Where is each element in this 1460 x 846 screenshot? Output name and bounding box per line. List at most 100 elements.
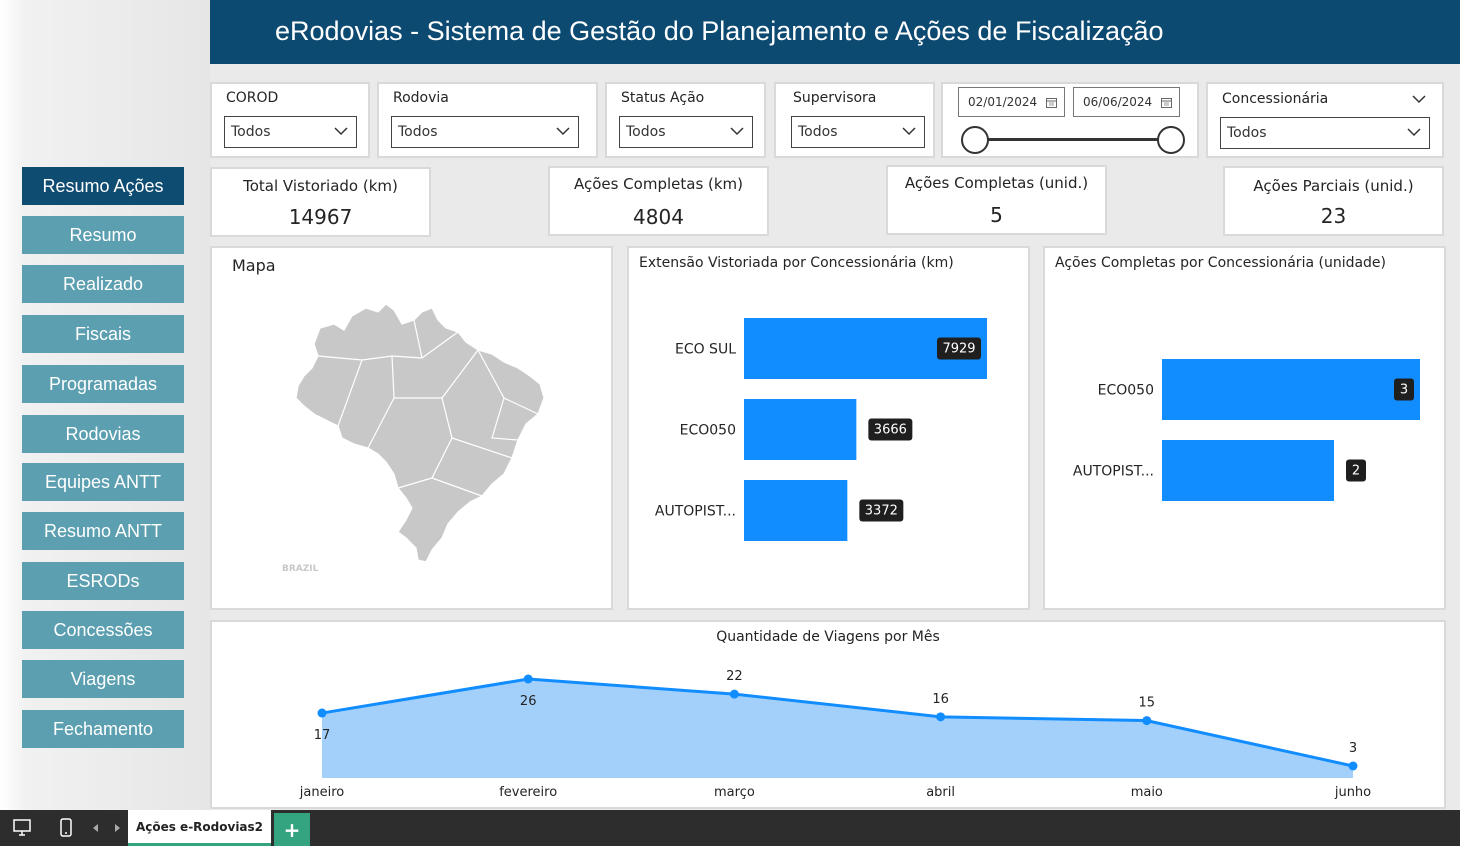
chart-extensao-vistoriada: Extensão Vistoriada por Concessionária (…: [627, 246, 1030, 610]
date-slider-track[interactable]: [975, 138, 1172, 141]
slicer-concessionaria: Concessionária Todos: [1206, 82, 1444, 158]
data-point[interactable]: [1348, 761, 1358, 771]
chevron-down-icon: [902, 127, 916, 136]
nav-fechamento[interactable]: Fechamento: [22, 710, 184, 748]
point-data-label: 17: [314, 728, 331, 743]
data-point[interactable]: [317, 708, 327, 718]
next-page-icon[interactable]: [113, 823, 121, 833]
kpi-completas-km-value: 4804: [633, 205, 684, 229]
bar[interactable]: [744, 480, 848, 541]
kpi-parciais-value: 23: [1320, 204, 1347, 228]
nav-resumo-antt[interactable]: Resumo ANTT: [22, 512, 184, 550]
supervisora-dropdown-value: Todos: [798, 124, 838, 140]
nav-equipes-antt[interactable]: Equipes ANTT: [22, 463, 184, 501]
kpi-parciais-label: Ações Parciais (unid.): [1253, 177, 1414, 195]
calendar-icon: [1161, 98, 1172, 108]
data-point[interactable]: [729, 689, 739, 699]
chevron-down-icon[interactable]: [1412, 95, 1426, 104]
kpi-acoes-parciais: Ações Parciais (unid.) 23: [1223, 166, 1444, 236]
point-data-label: 16: [932, 692, 949, 707]
date-slider-start-handle[interactable]: [961, 126, 989, 154]
bar-data-label: 7929: [942, 342, 975, 357]
chart1-plot: ECO SUL 7929 ECO050 3666 AUTOPIST... 3372: [655, 318, 987, 541]
bar-category-label: ECO050: [680, 423, 736, 439]
header-bar: eRodovias - Sistema de Gestão do Planeja…: [210, 0, 1460, 64]
x-tick-label: janeiro: [299, 785, 344, 800]
bar-data-label: 2: [1352, 464, 1360, 479]
x-tick-label: abril: [926, 785, 955, 800]
date-start-input[interactable]: 02/01/2024: [958, 87, 1065, 117]
map-caption: BRAZIL: [282, 564, 319, 574]
chart3-title: Quantidade de Viagens por Mês: [716, 629, 940, 645]
date-start-value: 02/01/2024: [968, 95, 1038, 109]
chart2-title: Ações Completas por Concessionária (unid…: [1055, 255, 1387, 271]
x-tick-label: fevereiro: [499, 785, 557, 800]
bar[interactable]: [744, 399, 857, 460]
data-point[interactable]: [1142, 716, 1152, 726]
x-tick-label: março: [714, 785, 755, 800]
bar[interactable]: [1162, 440, 1334, 501]
rodovia-dropdown-value: Todos: [398, 124, 438, 140]
map-title: Mapa: [232, 256, 276, 275]
taskbar: Ações e-Rodovias2 +: [0, 810, 1460, 846]
data-label-bg: [1394, 378, 1414, 401]
slicer-supervisora-label: Supervisora: [793, 90, 877, 106]
nav-rodovias[interactable]: Rodovias: [22, 415, 184, 453]
kpi-total-value: 14967: [288, 205, 353, 229]
prev-page-icon[interactable]: [92, 823, 100, 833]
nav-fiscais[interactable]: Fiscais: [22, 315, 184, 353]
slicer-status-label: Status Ação: [621, 90, 705, 106]
calendar-icon: [1046, 98, 1057, 108]
map-visual: Mapa BRAZIL: [210, 246, 613, 610]
date-end-value: 06/06/2024: [1083, 95, 1153, 109]
date-slider-end-handle[interactable]: [1157, 126, 1185, 154]
slicer-rodovia-label: Rodovia: [393, 90, 449, 106]
kpi-completas-km-label: Ações Completas (km): [573, 175, 744, 193]
concessionaria-dropdown[interactable]: Todos: [1220, 117, 1430, 149]
nav-concessoes[interactable]: Concessões: [22, 611, 184, 649]
chevron-down-icon: [334, 127, 348, 136]
corod-dropdown[interactable]: Todos: [224, 116, 357, 148]
page-tab-acoes[interactable]: Ações e-Rodovias2: [128, 810, 271, 846]
kpi-total-vistoriado: Total Vistoriado (km) 14967: [210, 167, 431, 237]
chart1-title: Extensão Vistoriada por Concessionária (…: [639, 255, 954, 271]
date-end-input[interactable]: 06/06/2024: [1073, 87, 1180, 117]
mobile-view-icon[interactable]: [58, 818, 74, 838]
chart3-plot: 17 janeiro 26 fevereiro 22 março 16 abril 15 maio…: [299, 669, 1371, 800]
point-data-label: 26: [520, 694, 537, 709]
chevron-down-icon: [1407, 128, 1421, 137]
brazil-map[interactable]: [282, 298, 552, 578]
series-line: [321, 677, 1354, 768]
slicer-status: Status Ação Todos: [605, 82, 766, 158]
status-dropdown[interactable]: Todos: [619, 116, 753, 148]
rodovia-dropdown[interactable]: Todos: [391, 116, 579, 148]
nav-esrods[interactable]: ESRODs: [22, 562, 184, 600]
x-tick-label: maio: [1131, 785, 1163, 800]
bar-data-label: 3666: [874, 423, 907, 438]
chart2-plot: ECO050 3 AUTOPIST... 2: [1073, 359, 1420, 501]
nav-resumo-acoes[interactable]: Resumo Ações: [22, 167, 184, 205]
x-tick-label: junho: [1334, 785, 1371, 800]
nav-programadas[interactable]: Programadas: [22, 365, 184, 403]
slicer-date-range: 02/01/2024 06/06/2024: [941, 82, 1199, 158]
bar-category-label: AUTOPIST...: [1073, 464, 1154, 480]
bar-data-label: 3372: [865, 504, 898, 519]
page-title: eRodovias - Sistema de Gestão do Planeja…: [275, 16, 1164, 46]
desktop-view-icon[interactable]: [12, 818, 32, 838]
nav-resumo[interactable]: Resumo: [22, 216, 184, 254]
nav-realizado[interactable]: Realizado: [22, 265, 184, 303]
add-page-button[interactable]: +: [274, 813, 310, 846]
kpi-completas-unid-value: 5: [990, 203, 1003, 227]
bar-category-label: ECO SUL: [675, 342, 736, 358]
point-data-label: 22: [726, 669, 743, 684]
bar[interactable]: [1162, 359, 1420, 420]
data-point[interactable]: [936, 712, 946, 722]
supervisora-dropdown[interactable]: Todos: [791, 116, 925, 148]
nav-viagens[interactable]: Viagens: [22, 660, 184, 698]
slicer-supervisora: Supervisora Todos: [774, 82, 935, 158]
slicer-concessionaria-label: Concessionária: [1222, 91, 1329, 107]
data-point[interactable]: [523, 674, 533, 684]
area-fill: [322, 679, 1353, 778]
concessionaria-dropdown-value: Todos: [1227, 125, 1267, 141]
point-data-label: 3: [1349, 741, 1357, 756]
